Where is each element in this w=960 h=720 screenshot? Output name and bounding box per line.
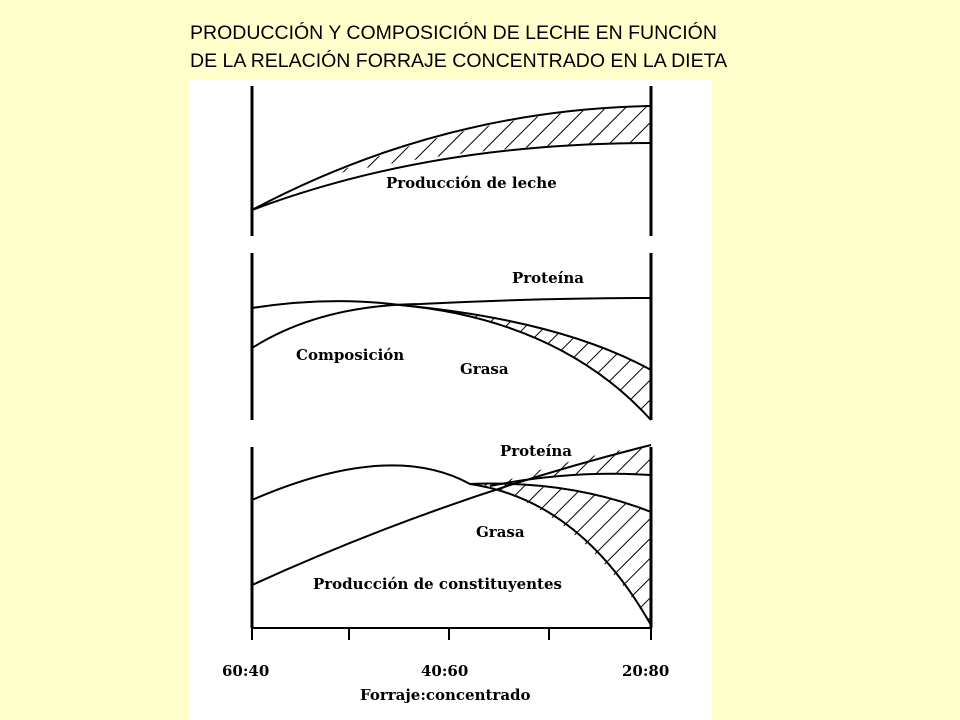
top-upper-curve bbox=[251, 105, 652, 211]
middle-hatched-area bbox=[400, 305, 651, 420]
label-protein-bottom: Proteína bbox=[500, 442, 572, 460]
top-hatched-area bbox=[330, 106, 651, 175]
middle-fat-lower-curve bbox=[399, 304, 652, 421]
label-composition: Composición bbox=[296, 346, 404, 364]
x-tick-label-60-40: 60:40 bbox=[222, 662, 269, 680]
middle-protein-curve bbox=[251, 297, 652, 349]
panel-composition: Proteína Composición Grasa bbox=[250, 253, 653, 421]
x-axis-label: Forraje:concentrado bbox=[360, 686, 531, 704]
panel-milk-production: Producción de leche bbox=[250, 86, 653, 236]
label-protein-middle: Proteína bbox=[512, 269, 584, 287]
top-lower-curve bbox=[251, 142, 652, 211]
diagram-panel bbox=[190, 80, 712, 720]
bottom-fat-upper-curve bbox=[469, 482, 652, 513]
x-axis: 60:40 40:60 20:80 Forraje:concentrado bbox=[222, 627, 669, 704]
slide-title-line-1: PRODUCCIÓN Y COMPOSICIÓN DE LECHE EN FUN… bbox=[190, 22, 717, 44]
label-constituents: Producción de constituyentes bbox=[313, 575, 562, 593]
panel-constituents: Proteína Grasa Producción de constituyen… bbox=[250, 442, 653, 628]
label-milk-production: Producción de leche bbox=[386, 174, 557, 192]
label-fat-middle: Grasa bbox=[460, 360, 509, 378]
x-tick-label-40-60: 40:60 bbox=[421, 662, 468, 680]
slide-title-line-2: DE LA RELACIÓN FORRAJE CONCENTRADO EN LA… bbox=[190, 50, 728, 72]
slide-title: PRODUCCIÓN Y COMPOSICIÓN DE LECHE EN FUN… bbox=[190, 19, 890, 75]
bottom-protein-upper-curve bbox=[251, 444, 652, 586]
bottom-fat-rising-curve bbox=[251, 464, 652, 626]
x-tick-label-20-80: 20:80 bbox=[622, 662, 669, 680]
bottom-protein-lower-curve bbox=[489, 472, 652, 487]
bottom-fat-hatched-area bbox=[470, 483, 651, 625]
label-fat-bottom: Grasa bbox=[476, 523, 525, 541]
